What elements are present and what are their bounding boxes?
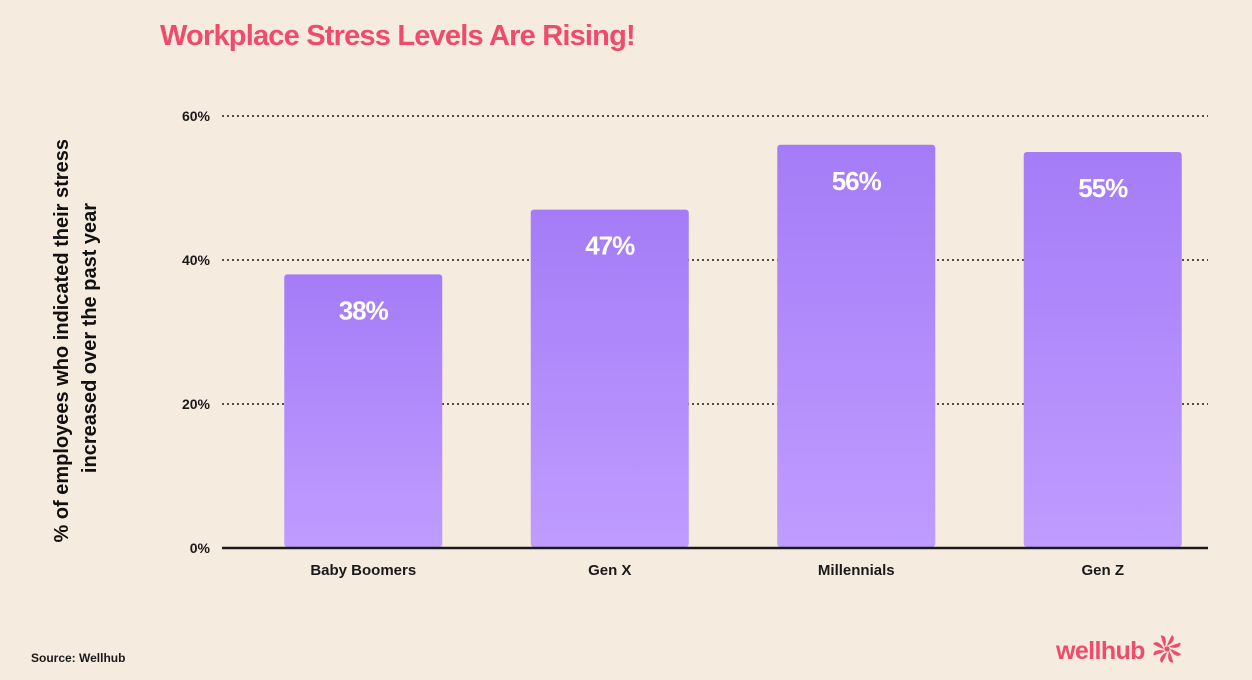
y-tick-label: 60% — [182, 108, 211, 124]
bar-millennials — [777, 144, 936, 548]
bars: 38% 47% 56% 55% — [284, 144, 1182, 548]
bar-value-label: 56% — [832, 166, 882, 196]
x-tick-label: Baby Boomers — [310, 562, 416, 579]
y-axis-title: % of employees who indicated their stres… — [51, 133, 101, 542]
y-axis-title-line-2: increased over the past year — [79, 203, 101, 473]
x-tick-label: Millennials — [818, 562, 895, 579]
bar-value-label: 38% — [339, 295, 389, 325]
bar-value-label: 55% — [1078, 173, 1128, 203]
bar-baby-boomers — [284, 274, 443, 547]
y-tick-label: 40% — [182, 252, 211, 268]
y-tick-label: 20% — [182, 396, 211, 412]
source-note: Source: Wellhub — [31, 651, 126, 665]
y-axis-title-line-1: % of employees who indicated their stres… — [51, 139, 73, 542]
y-tick-label: 0% — [190, 540, 211, 556]
brand-logo: wellhub — [1056, 633, 1183, 670]
chart-title: Workplace Stress Levels Are Rising! — [160, 20, 636, 52]
axes: 0% 20% 40% 60% Baby Boomers Gen X Millennials G… — [182, 108, 1208, 579]
x-tick-label: Gen X — [588, 562, 631, 579]
x-tick-label: Gen Z — [1081, 562, 1124, 579]
brand-name: wellhub — [1056, 637, 1145, 665]
wellhub-swirl-icon — [1151, 633, 1183, 670]
bar-value-label: 47% — [585, 231, 635, 261]
bar-gen-x — [530, 209, 689, 547]
bar-gen-z — [1023, 152, 1182, 547]
